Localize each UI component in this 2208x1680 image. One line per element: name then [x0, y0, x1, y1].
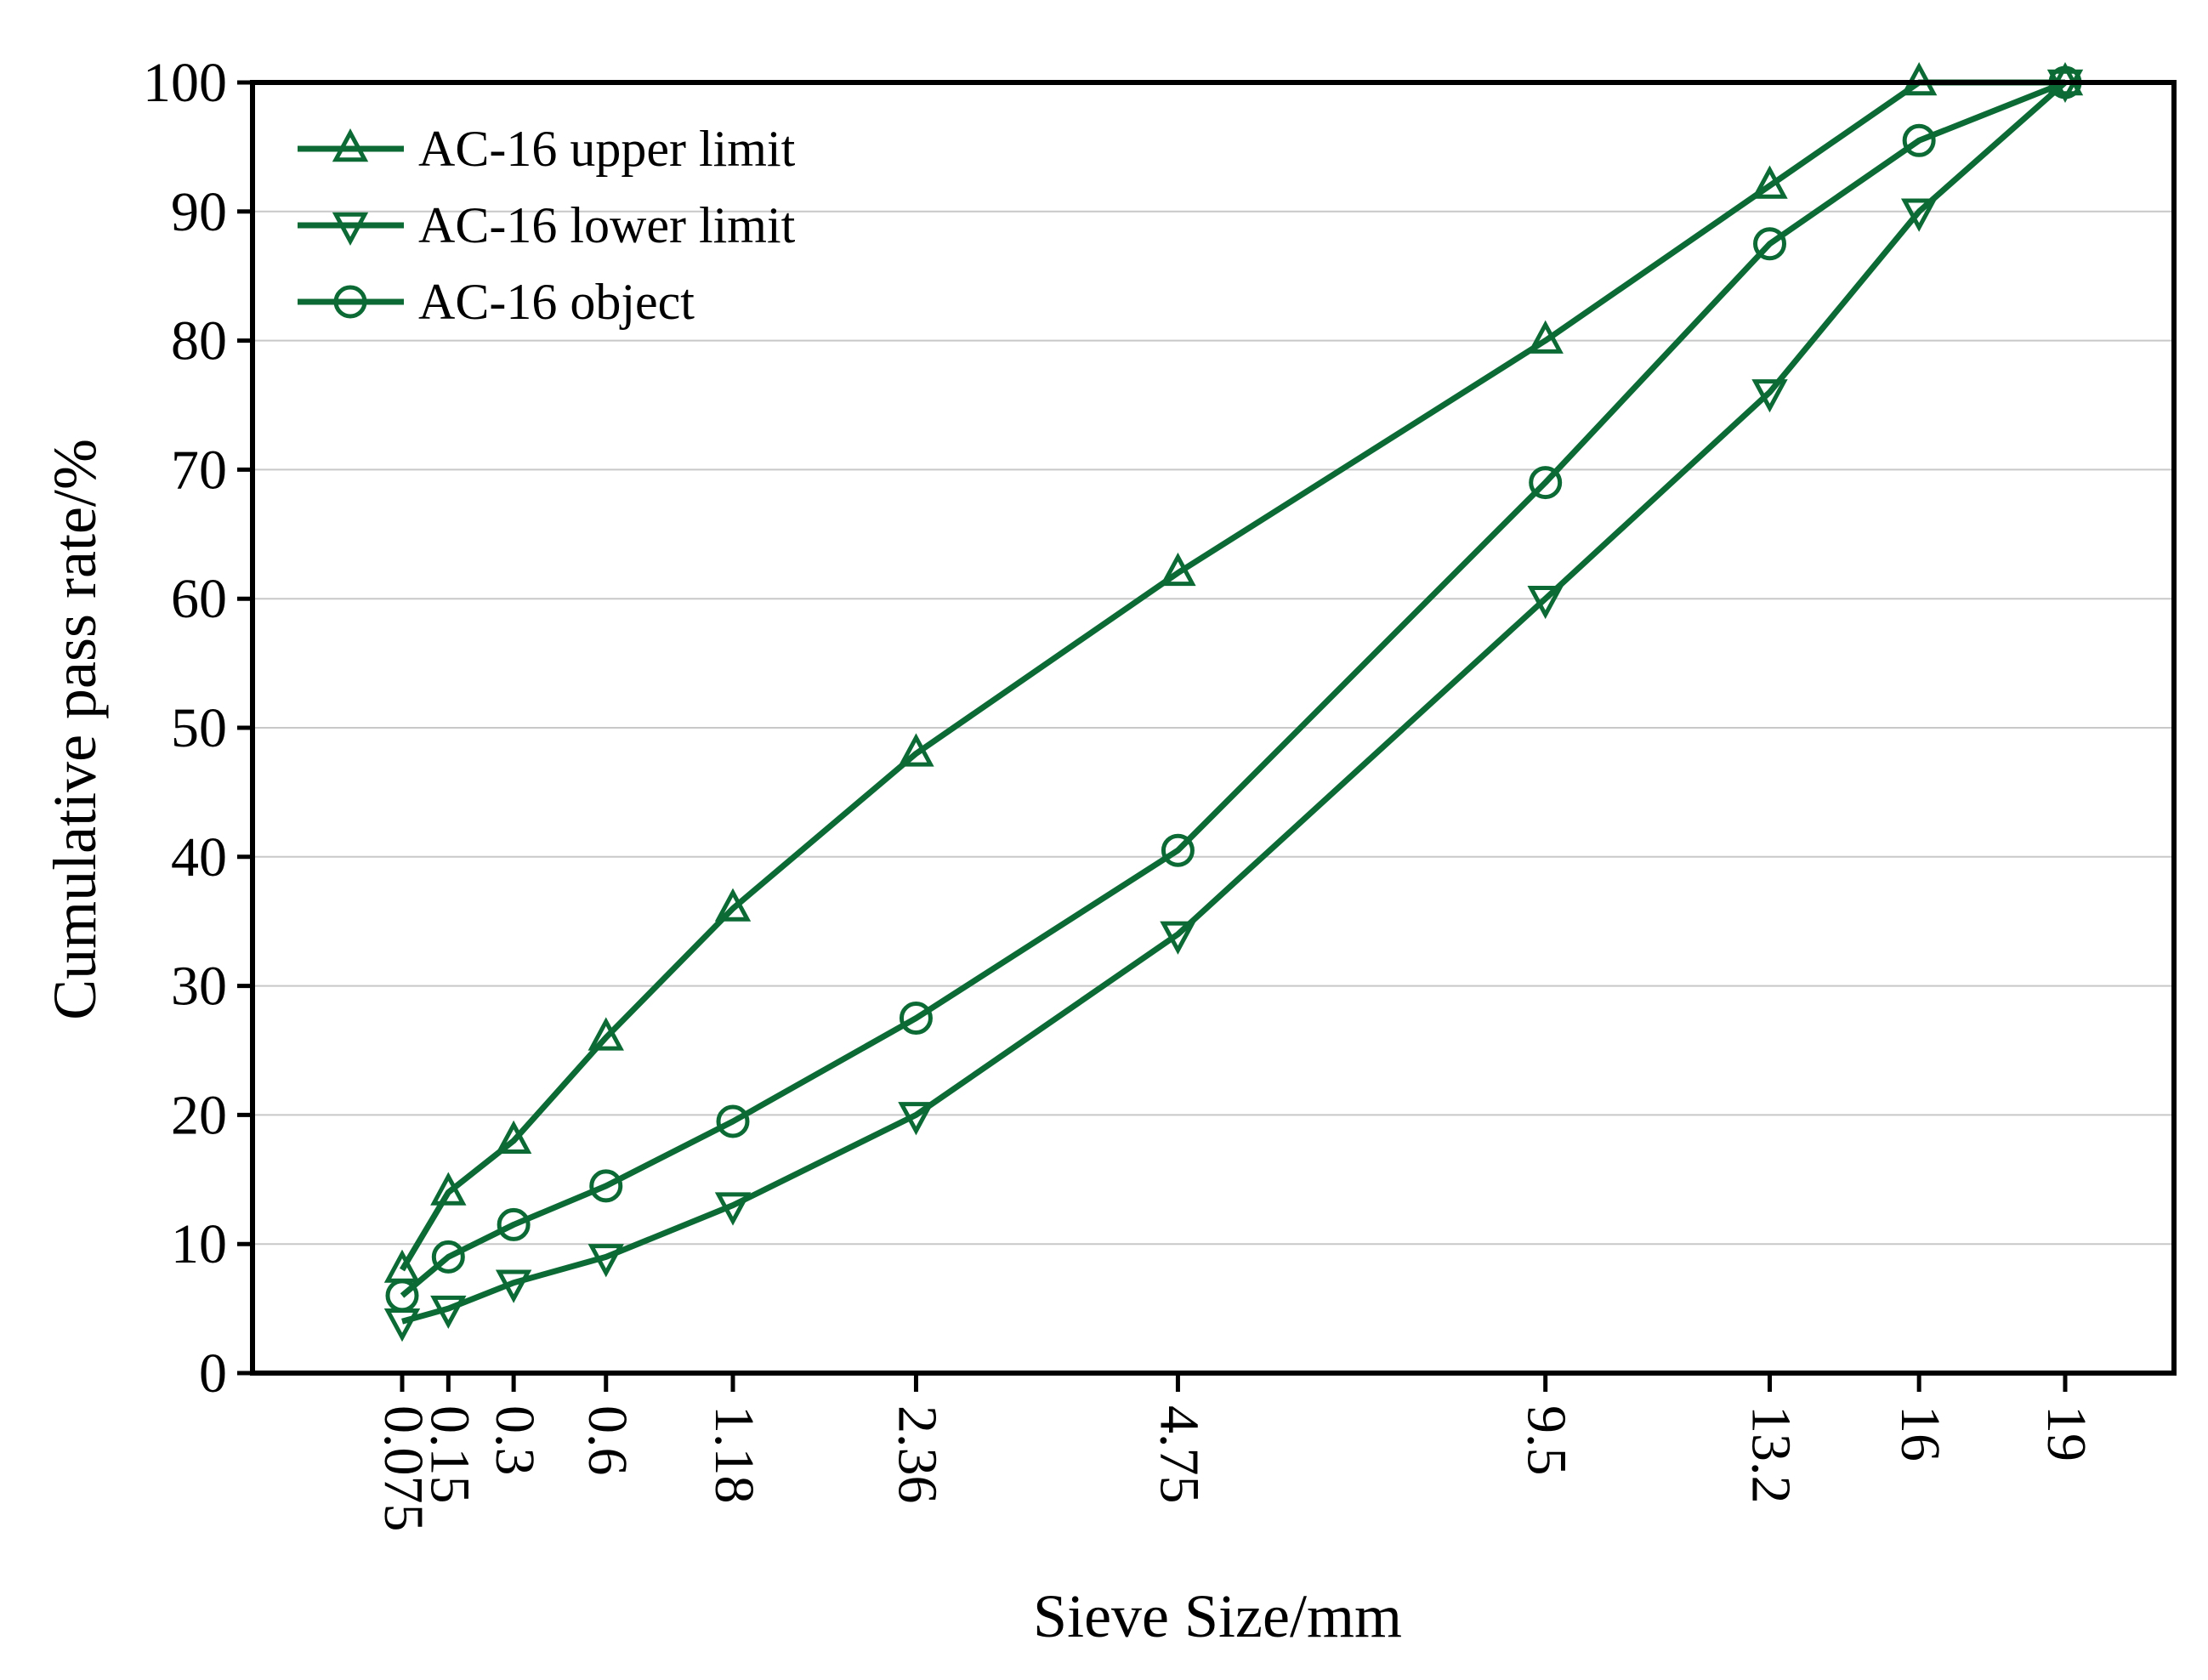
data-point [898, 733, 934, 767]
data-point [430, 1295, 467, 1330]
series-ac-16-object [385, 65, 2082, 1313]
series-layer [383, 62, 2084, 1342]
y-tick-label: 40 [171, 826, 227, 888]
legend-marker-icon [332, 128, 369, 162]
series-ac-16-upper-limit [383, 62, 2084, 1283]
data-point [714, 1192, 752, 1226]
series-line [399, 79, 2065, 1272]
legend-label: AC-16 object [418, 274, 695, 330]
x-tick-label: 19 [2035, 1405, 2097, 1461]
y-tick-label: 50 [171, 697, 227, 759]
data-point [899, 1002, 933, 1036]
legend-label: AC-16 upper limit [418, 121, 796, 177]
legend-marker-icon [333, 285, 367, 319]
x-tick-label: 0.15 [418, 1405, 480, 1504]
x-tick-label: 4.75 [1148, 1405, 1210, 1504]
y-tick-label: 100 [143, 52, 227, 114]
data-point [587, 1017, 624, 1051]
data-point [1751, 165, 1788, 199]
data-point [1527, 585, 1564, 620]
y-tick-label: 30 [171, 956, 227, 1018]
y-axis-title: Cumulative pass rate/% [41, 439, 109, 1020]
data-point [1160, 921, 1196, 955]
data-point [1900, 198, 1938, 232]
data-point [898, 1102, 934, 1136]
y-tick-label: 10 [171, 1213, 227, 1275]
data-point [1751, 379, 1788, 413]
y-tick-label: 60 [171, 568, 227, 630]
x-tick-label: 2.36 [886, 1405, 948, 1504]
x-tick-label: 9.5 [1516, 1405, 1578, 1476]
data-point [431, 1240, 465, 1274]
data-point [1753, 227, 1787, 261]
legend-item: AC-16 object [298, 274, 695, 330]
grid-layer [253, 210, 2174, 1246]
series-line [400, 79, 2067, 1298]
y-tick-label: 70 [171, 439, 227, 501]
y-tick-label: 80 [171, 310, 227, 372]
legend: AC-16 upper limit AC-16 lower limit AC-16 … [298, 121, 796, 330]
data-point [714, 888, 752, 922]
data-point [587, 1244, 624, 1278]
y-axis: 0 10 20 30 40 50 60 70 80 90 100 [143, 52, 253, 1405]
legend-marker-icon [332, 212, 369, 246]
x-tick-label: 0.6 [576, 1405, 639, 1476]
x-tick-label: 16 [1889, 1405, 1951, 1461]
data-point [430, 1172, 467, 1206]
y-tick-label: 0 [199, 1342, 227, 1405]
data-point [1527, 320, 1564, 354]
legend-item: AC-16 lower limit [298, 197, 796, 253]
data-point [497, 1207, 531, 1241]
x-tick-label: 0.3 [484, 1405, 546, 1476]
data-point [1160, 552, 1196, 587]
x-tick-label: 1.18 [703, 1405, 765, 1504]
series-ac-16-lower-limit [383, 69, 2084, 1342]
data-point [716, 1104, 750, 1138]
data-point [495, 1120, 532, 1155]
data-point [495, 1269, 532, 1303]
x-tick-label: 0.075 [372, 1405, 434, 1532]
legend-label: AC-16 lower limit [418, 197, 796, 253]
data-point [1161, 833, 1195, 867]
x-axis-title: Sieve Size/mm [1033, 1582, 1402, 1650]
data-point [589, 1169, 623, 1203]
series-line [401, 80, 2068, 1325]
data-point [383, 1308, 421, 1342]
data-point [1902, 123, 1936, 157]
data-point [1529, 466, 1563, 500]
legend-item: AC-16 upper limit [298, 121, 796, 177]
y-tick-label: 90 [171, 181, 227, 243]
x-tick-label: 13.2 [1740, 1405, 1802, 1504]
y-tick-label: 20 [171, 1084, 227, 1146]
data-point [385, 1279, 419, 1313]
